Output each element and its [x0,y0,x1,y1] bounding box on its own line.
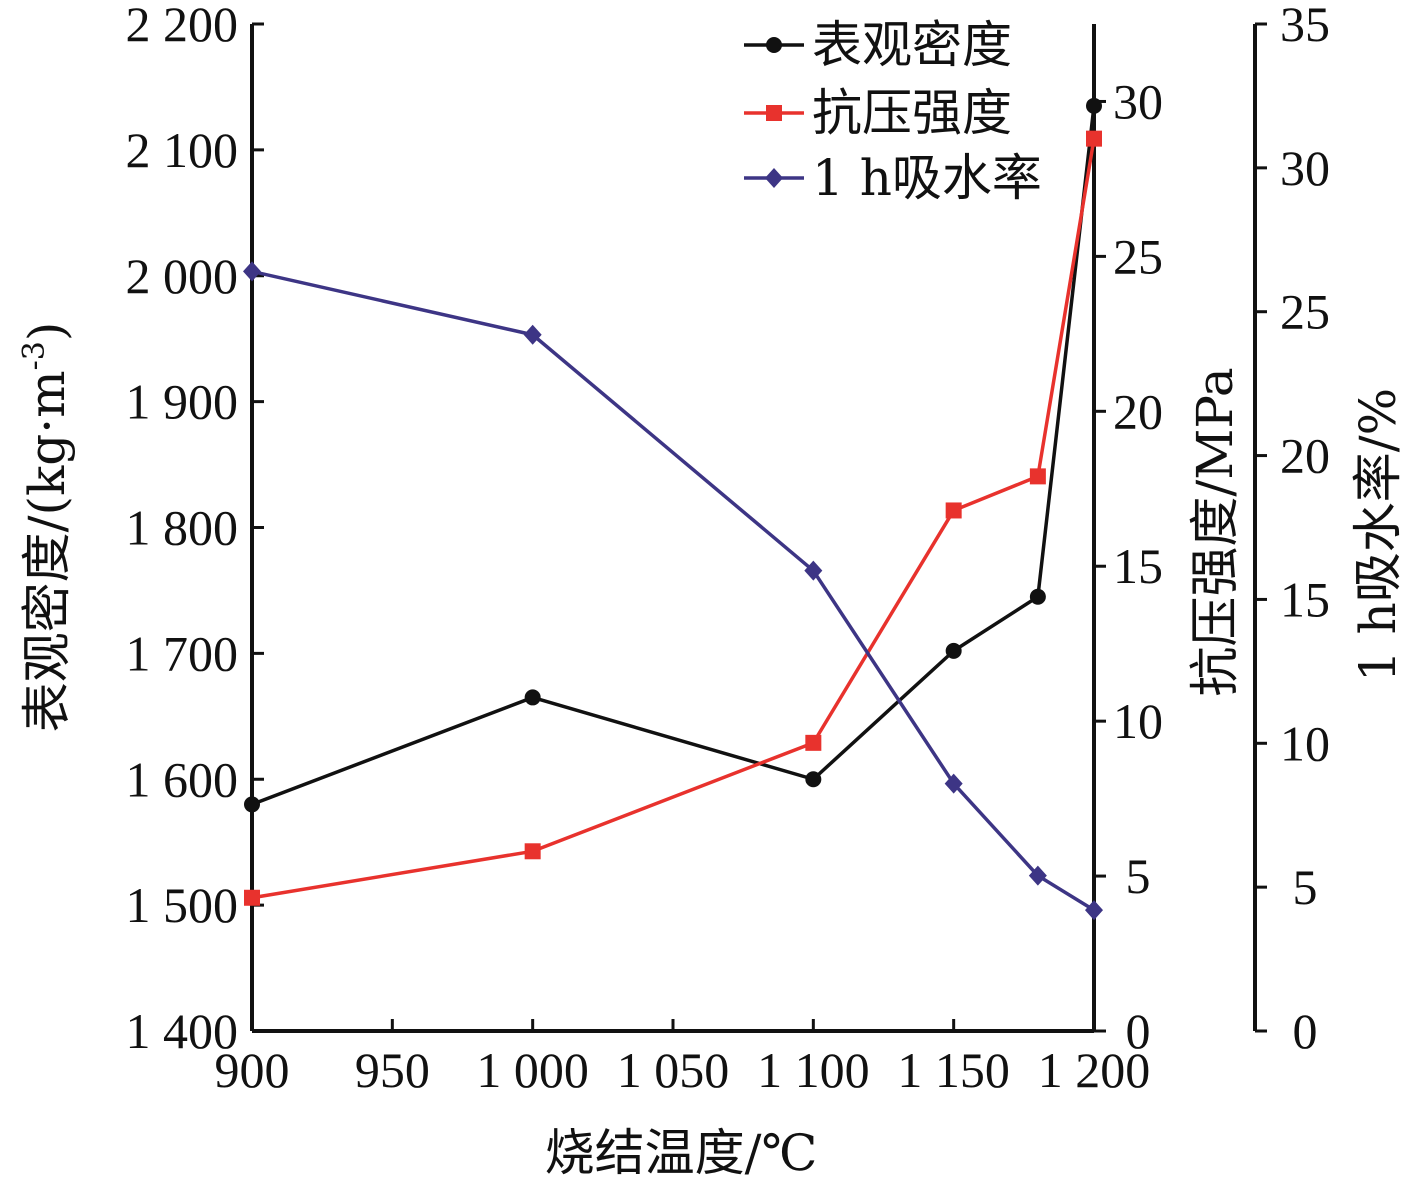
data-point [243,261,261,282]
y-strength-tick-label: 20 [1113,383,1163,439]
y-axis-density-title: 表观密度/(kg·m-3) [17,322,76,733]
y-absorption-tick-label: 35 [1280,0,1330,52]
data-point [244,889,260,906]
legend-label: 1 h吸水率 [812,149,1042,207]
legend-label: 抗压强度 [812,84,1012,142]
y-axis-density-title-end: ) [18,322,76,342]
legend-swatch-marker [766,105,782,121]
y-density-tick-label: 1 700 [126,625,239,681]
data-point [1029,588,1046,605]
x-tick-label: 1 150 [897,1042,1010,1098]
y-absorption-tick-label: 30 [1280,140,1330,196]
y-density-tick-label: 2 000 [126,248,239,304]
y-absorption-tick-label: 5 [1293,859,1318,915]
y-strength-tick-label: 25 [1113,228,1163,284]
data-point [524,689,541,706]
y-density-tick-label: 1 600 [126,751,239,807]
y-strength-tick-label: 5 [1126,848,1151,904]
data-point [244,796,260,813]
data-point [1086,130,1102,147]
y-axis-absorption-title: 1 h吸水率/% [1349,388,1407,682]
x-axis-title: 烧结温度/℃ [545,1124,818,1181]
data-point [1028,865,1047,886]
series-square [244,130,1102,906]
series-circle [244,97,1102,813]
x-tick-label: 1 200 [1038,1042,1151,1098]
data-point [524,843,541,860]
y-density-tick-label: 1 800 [126,500,239,556]
y-absorption-tick-label: 15 [1280,571,1330,627]
y-axis-density-title-sup: -3 [17,341,52,370]
y-density-tick-label: 2 200 [126,0,239,52]
legend-entry: 抗压强度 [744,84,1012,142]
data-point [1029,468,1046,485]
y-density-tick-label: 1 500 [126,877,239,933]
data-point [1085,900,1103,921]
y-absorption-tick-label: 25 [1280,284,1330,340]
y-density-tick-label: 1 900 [126,374,239,430]
series-diamond [243,261,1103,921]
legend-entry: 表观密度 [744,16,1012,74]
y-strength-tick-label: 15 [1113,538,1163,594]
x-tick-label: 900 [215,1042,290,1098]
x-tick-label: 1 000 [476,1042,589,1098]
y-absorption-tick-label: 0 [1293,1003,1318,1059]
plot-area [243,97,1103,921]
data-point [945,502,962,519]
legend-swatch-marker [765,168,783,188]
data-point [805,734,822,751]
data-point [944,773,963,794]
data-point [1086,97,1102,114]
axes: 900 950 1 000 1 050 1 100 1 150 1 200 烧结温度/℃ 1 4… [17,0,1407,1181]
data-point [805,771,822,788]
y-density-tick-label: 2 100 [126,122,239,178]
y-strength-tick-label: 0 [1126,1003,1151,1059]
legend-label: 表观密度 [812,16,1012,74]
data-point [945,642,962,659]
x-tick-label: 1 100 [757,1042,870,1098]
y-density-tick-label: 1 400 [126,1003,239,1059]
y-absorption-tick-label: 10 [1280,715,1330,771]
series-line [251,138,1096,900]
legend-swatch-marker [766,37,782,53]
y-strength-tick-label: 10 [1113,693,1163,749]
legend-entry: 1 h吸水率 [744,149,1042,207]
series-line [251,269,1095,912]
x-tick-label: 1 050 [617,1042,730,1098]
y-axis-strength-title: 抗压强度/MPa [1186,367,1244,696]
series-line [251,105,1096,807]
y-absorption-tick-label: 20 [1280,428,1330,484]
y-strength-tick-label: 30 [1113,73,1163,129]
x-tick-label: 950 [355,1042,430,1098]
data-point [804,560,823,581]
data-point [523,324,542,345]
y-axis-density-title-main: 表观密度/(kg·m [18,370,76,732]
